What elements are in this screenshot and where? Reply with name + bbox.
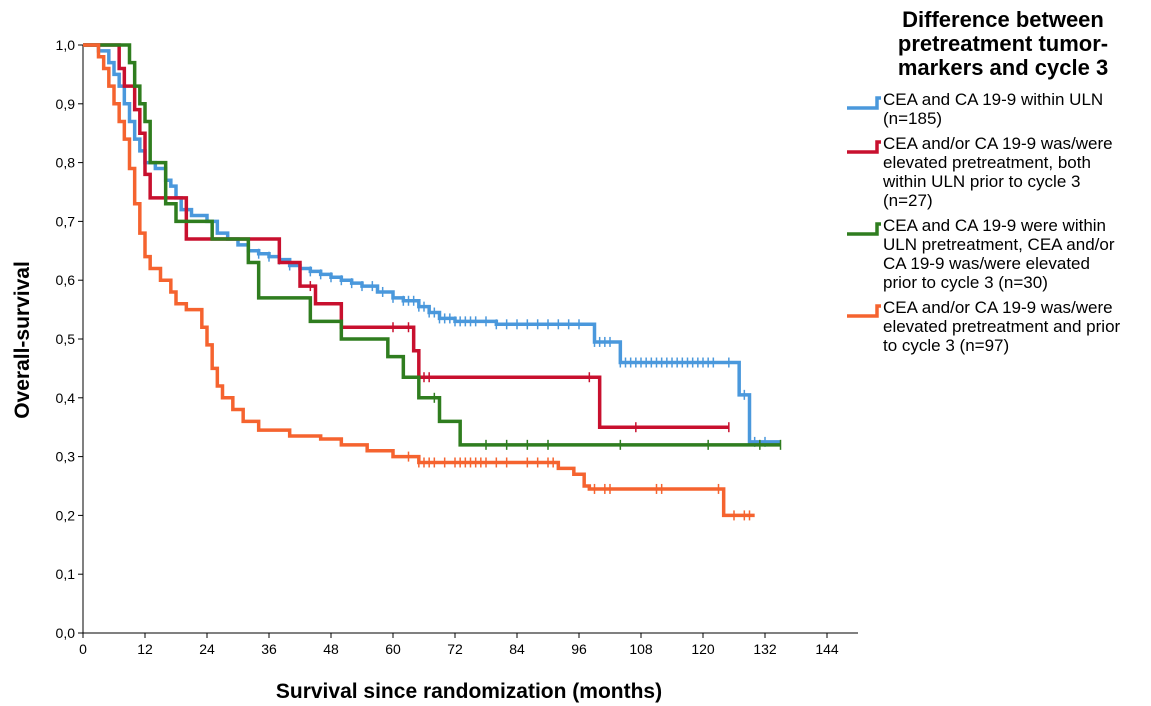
y-tick-label: 0,9	[56, 96, 76, 112]
plot-area	[82, 45, 858, 634]
x-tick-label: 144	[815, 641, 839, 657]
x-tick-label: 48	[323, 641, 339, 657]
y-axis: 0,0 0,1 0,2 0,3 0,4 0,5 0,6 0,7 0,8 0,9 1,0	[56, 37, 83, 641]
legend-title: Difference between pretreatment tumor-ma…	[897, 7, 1109, 80]
y-tick-label: 0,8	[56, 155, 76, 171]
x-tick-label: 0	[79, 641, 87, 657]
x-axis-title: Survival since randomization (months)	[276, 680, 662, 703]
survival-curve	[83, 43, 781, 444]
x-tick-label: 120	[691, 641, 715, 657]
x-tick-label: 60	[385, 641, 401, 657]
y-tick-label: 0,1	[56, 566, 76, 582]
y-tick-label: 0,3	[56, 449, 76, 465]
y-axis-title: Overall-survival	[11, 261, 34, 419]
legend-label: CEA and/or CA 19-9 was/were elevated pre…	[883, 298, 1121, 355]
legend-item: CEA and/or CA 19-9 was/were elevated pre…	[843, 134, 1143, 210]
legend-label: CEA and CA 19-9 were within ULN pretreat…	[883, 216, 1115, 292]
survival-curve	[83, 43, 729, 429]
y-tick-label: 0,4	[56, 390, 76, 406]
survival-curve	[83, 43, 781, 447]
series-2	[83, 43, 730, 433]
y-tick-label: 0,2	[56, 507, 76, 523]
x-tick-label: 72	[447, 641, 463, 657]
x-tick-label: 132	[753, 641, 777, 657]
x-tick-label: 96	[571, 641, 587, 657]
legend-swatch	[847, 96, 881, 110]
legend-label: CEA and CA 19-9 within ULN (n=185)	[883, 90, 1104, 128]
legend-label: CEA and/or CA 19-9 was/were elevated pre…	[883, 134, 1113, 210]
series-4	[83, 43, 755, 521]
x-tick-label: 84	[509, 641, 525, 657]
series-3	[83, 43, 782, 450]
legend-swatch	[847, 304, 881, 318]
series-1	[83, 43, 781, 447]
y-tick-label: 0,0	[56, 625, 76, 641]
y-tick-label: 0,6	[56, 272, 76, 288]
legend-items: CEA and CA 19-9 within ULN (n=185) CEA an…	[843, 90, 1143, 355]
y-tick-label: 0,5	[56, 331, 76, 347]
legend: Difference between pretreatment tumor-ma…	[843, 8, 1143, 355]
x-tick-label: 12	[137, 641, 153, 657]
legend-item: CEA and CA 19-9 were within ULN pretreat…	[843, 216, 1143, 292]
x-tick-label: 24	[199, 641, 215, 657]
y-tick-label: 1,0	[56, 37, 76, 53]
legend-swatch	[847, 222, 881, 236]
y-tick-label: 0,7	[56, 213, 76, 229]
series-layer	[83, 43, 782, 521]
x-tick-label: 108	[629, 641, 653, 657]
legend-item: CEA and CA 19-9 within ULN (n=185)	[843, 90, 1143, 128]
legend-item: CEA and/or CA 19-9 was/were elevated pre…	[843, 298, 1143, 355]
legend-swatch	[847, 140, 881, 154]
survival-curve	[83, 43, 755, 518]
x-axis: 0 12 24 36 48 60 72 84 96 108 120 132 144	[79, 633, 839, 657]
x-tick-label: 36	[261, 641, 277, 657]
